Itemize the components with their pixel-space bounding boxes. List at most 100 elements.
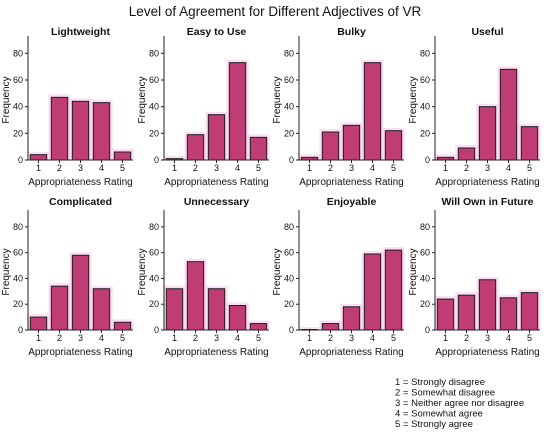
bar-3 — [71, 100, 90, 161]
y-tick-label: 0 — [289, 155, 294, 165]
x-tick-label: 4 — [99, 163, 104, 173]
legend-line: 4 = Somewhat agree — [395, 409, 483, 420]
bar-5 — [113, 321, 132, 331]
y-tick-label: 60 — [420, 75, 430, 85]
y-axis-label: Frequency — [137, 248, 148, 295]
x-tick-label: 2 — [57, 163, 62, 173]
bar-5 — [384, 249, 403, 331]
bar-3 — [342, 306, 361, 331]
y-tick-label: 60 — [284, 75, 294, 85]
legend-line: 3 = Neither agree nor disagree — [395, 398, 524, 409]
y-tick-label: 80 — [13, 222, 23, 232]
bar-4 — [499, 297, 518, 331]
y-axis-label: Frequency — [408, 248, 419, 295]
bar-4 — [92, 102, 111, 161]
bar-2 — [457, 147, 476, 161]
x-tick-label: 5 — [256, 163, 261, 173]
bar-2 — [457, 294, 476, 331]
y-tick-label: 60 — [420, 248, 430, 258]
y-tick-label: 60 — [149, 75, 159, 85]
chart-panel-enjoyable: Enjoyable 0 20 40 60 80 1 2 3 4 5 Appropriateness R… — [272, 196, 405, 358]
bar-2 — [321, 131, 340, 161]
y-tick-label: 20 — [13, 128, 23, 138]
bar-5 — [520, 292, 539, 331]
x-tick-label: 2 — [193, 333, 198, 343]
x-tick-label: 5 — [527, 333, 532, 343]
y-tick-label: 40 — [13, 273, 23, 283]
bar-1 — [29, 316, 48, 331]
x-tick-label: 5 — [527, 163, 532, 173]
y-tick-label: 0 — [425, 325, 430, 335]
x-tick-label: 5 — [120, 163, 125, 173]
x-tick-label: 1 — [172, 333, 177, 343]
y-tick-label: 0 — [425, 155, 430, 165]
panel-title: Enjoyable — [327, 196, 377, 208]
bar-3 — [207, 114, 226, 161]
x-axis-label: Appropriateness Rating — [28, 347, 133, 358]
chart-panel-easy-to-use: Easy to Use 0 20 40 60 80 1 2 3 4 5 Appropriateness… — [137, 26, 270, 188]
y-tick-label: 20 — [13, 299, 23, 309]
y-tick-label: 0 — [18, 155, 23, 165]
bar-4 — [363, 62, 382, 161]
y-tick-label: 60 — [13, 248, 23, 258]
x-tick-label: 2 — [193, 163, 198, 173]
panel-title: Useful — [471, 26, 503, 38]
y-tick-label: 0 — [154, 155, 159, 165]
y-tick-label: 0 — [154, 325, 159, 335]
bar-4 — [499, 68, 518, 161]
bar-3 — [342, 124, 361, 161]
y-tick-label: 0 — [289, 325, 294, 335]
x-tick-label: 4 — [370, 333, 375, 343]
panel-title: Will Own in Future — [441, 196, 533, 208]
x-tick-label: 1 — [36, 333, 41, 343]
y-tick-label: 40 — [149, 102, 159, 112]
y-tick-label: 60 — [284, 248, 294, 258]
y-tick-label: 20 — [284, 299, 294, 309]
bar-4 — [228, 62, 247, 161]
bar-2 — [186, 261, 205, 331]
bar-2 — [50, 96, 69, 161]
x-axis-label: Appropriateness Rating — [164, 177, 269, 188]
panel-title: Lightweight — [51, 26, 110, 38]
y-tick-label: 80 — [420, 48, 430, 58]
y-tick-label: 80 — [284, 222, 294, 232]
y-tick-label: 20 — [149, 299, 159, 309]
legend-line: 2 = Somewhat disagree — [395, 388, 495, 399]
legend-line: 1 = Strongly disagree — [395, 377, 485, 388]
bar-3 — [478, 106, 497, 161]
bar-5 — [249, 136, 268, 161]
y-axis-label: Frequency — [1, 76, 12, 123]
x-tick-label: 1 — [443, 163, 448, 173]
x-tick-label: 3 — [349, 163, 354, 173]
x-axis-label: Appropriateness Rating — [299, 347, 404, 358]
x-axis-label: Appropriateness Rating — [28, 177, 133, 188]
x-axis-label: Appropriateness Rating — [435, 347, 540, 358]
y-tick-label: 20 — [284, 128, 294, 138]
x-tick-label: 5 — [391, 333, 396, 343]
bar-3 — [478, 279, 497, 331]
y-tick-label: 80 — [149, 222, 159, 232]
chart-panel-useful: Useful 0 20 40 60 80 1 2 3 4 5 Appropriateness Rati… — [408, 26, 541, 188]
x-tick-label: 2 — [328, 163, 333, 173]
x-axis-label: Appropriateness Rating — [435, 177, 540, 188]
x-tick-label: 4 — [370, 163, 375, 173]
y-tick-label: 40 — [420, 273, 430, 283]
x-tick-label: 2 — [328, 333, 333, 343]
x-tick-label: 1 — [307, 163, 312, 173]
y-tick-label: 80 — [420, 222, 430, 232]
bar-2 — [50, 285, 69, 331]
bar-4 — [363, 253, 382, 331]
x-tick-label: 2 — [57, 333, 62, 343]
x-tick-label: 2 — [464, 333, 469, 343]
y-axis-label: Frequency — [272, 248, 283, 295]
bar-5 — [384, 130, 403, 161]
panel-title: Complicated — [49, 196, 112, 208]
bar-4 — [92, 288, 111, 331]
x-tick-label: 1 — [36, 163, 41, 173]
y-tick-label: 20 — [420, 128, 430, 138]
panel-title: Easy to Use — [187, 26, 247, 38]
x-tick-label: 5 — [256, 333, 261, 343]
bar-1 — [165, 288, 184, 331]
